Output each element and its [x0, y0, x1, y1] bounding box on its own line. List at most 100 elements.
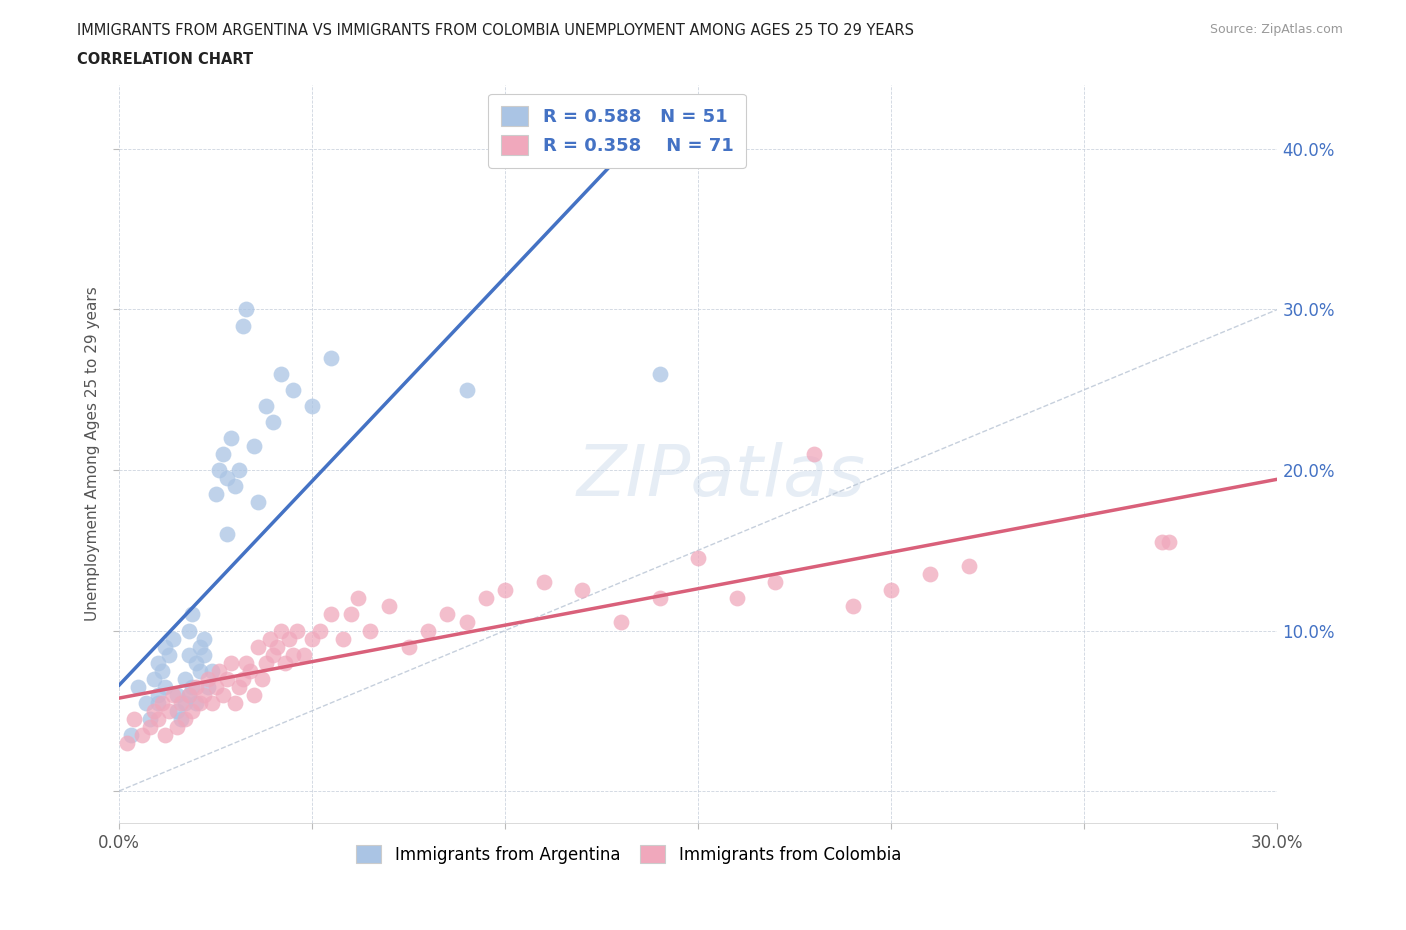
Point — [301, 398, 323, 413]
Point — [725, 591, 748, 605]
Point — [155, 639, 177, 654]
Point — [201, 663, 224, 678]
Point — [166, 703, 188, 718]
Point — [208, 663, 231, 678]
Point — [278, 631, 301, 646]
Y-axis label: Unemployment Among Ages 25 to 29 years: Unemployment Among Ages 25 to 29 years — [86, 286, 100, 621]
Point — [177, 687, 200, 702]
Point — [217, 526, 239, 541]
Point — [208, 462, 231, 477]
Point — [150, 696, 173, 711]
Point — [281, 647, 304, 662]
Point — [188, 663, 211, 678]
Point — [378, 599, 401, 614]
Point — [217, 671, 239, 686]
Point — [181, 607, 204, 622]
Point — [181, 703, 204, 718]
Point — [339, 607, 361, 622]
Point — [219, 431, 242, 445]
Point — [188, 696, 211, 711]
Point — [224, 696, 246, 711]
Point — [197, 671, 219, 686]
Point — [765, 575, 787, 590]
Point — [142, 671, 165, 686]
Point — [139, 720, 162, 735]
Point — [359, 623, 381, 638]
Point — [193, 687, 215, 702]
Point — [212, 446, 235, 461]
Point — [188, 639, 211, 654]
Point — [321, 351, 343, 365]
Point — [157, 647, 180, 662]
Point — [456, 615, 478, 630]
Point — [235, 302, 257, 317]
Point — [219, 655, 242, 670]
Point — [177, 647, 200, 662]
Point — [285, 623, 308, 638]
Point — [292, 647, 315, 662]
Point — [120, 727, 142, 742]
Point — [243, 687, 266, 702]
Point — [247, 639, 270, 654]
Point — [177, 687, 200, 702]
Point — [648, 366, 671, 381]
Point — [957, 559, 980, 574]
Point — [127, 679, 149, 694]
Point — [347, 591, 370, 605]
Point — [254, 398, 277, 413]
Text: Source: ZipAtlas.com: Source: ZipAtlas.com — [1209, 23, 1343, 36]
Point — [162, 687, 184, 702]
Point — [173, 711, 195, 726]
Point — [197, 679, 219, 694]
Point — [232, 318, 254, 333]
Point — [212, 687, 235, 702]
Point — [150, 663, 173, 678]
Point — [533, 575, 555, 590]
Point — [841, 599, 863, 614]
Point — [146, 696, 169, 711]
Point — [115, 736, 138, 751]
Point — [157, 703, 180, 718]
Point — [146, 711, 169, 726]
Point — [146, 687, 169, 702]
Point — [224, 479, 246, 494]
Point — [124, 711, 146, 726]
Legend: Immigrants from Argentina, Immigrants from Colombia: Immigrants from Argentina, Immigrants fr… — [350, 838, 908, 870]
Point — [688, 551, 710, 565]
Point — [204, 486, 226, 501]
Point — [266, 639, 288, 654]
Point — [170, 711, 193, 726]
Point — [166, 687, 188, 702]
Point — [201, 696, 224, 711]
Point — [181, 679, 204, 694]
Point — [177, 623, 200, 638]
Point — [803, 446, 825, 461]
Point — [321, 607, 343, 622]
Point — [259, 631, 281, 646]
Point — [146, 655, 169, 670]
Point — [232, 671, 254, 686]
Point — [254, 655, 277, 670]
Point — [270, 623, 292, 638]
Point — [494, 583, 516, 598]
Point — [166, 720, 188, 735]
Point — [239, 663, 262, 678]
Point — [193, 647, 215, 662]
Point — [162, 631, 184, 646]
Point — [155, 679, 177, 694]
Point — [1159, 535, 1181, 550]
Point — [274, 655, 297, 670]
Point — [456, 382, 478, 397]
Point — [142, 703, 165, 718]
Text: CORRELATION CHART: CORRELATION CHART — [77, 52, 253, 67]
Point — [571, 583, 593, 598]
Point — [1150, 535, 1173, 550]
Point — [610, 615, 633, 630]
Point — [263, 415, 285, 430]
Point — [217, 471, 239, 485]
Point — [281, 382, 304, 397]
Point — [648, 591, 671, 605]
Text: ZIPatlas: ZIPatlas — [576, 442, 866, 511]
Point — [235, 655, 257, 670]
Point — [398, 639, 420, 654]
